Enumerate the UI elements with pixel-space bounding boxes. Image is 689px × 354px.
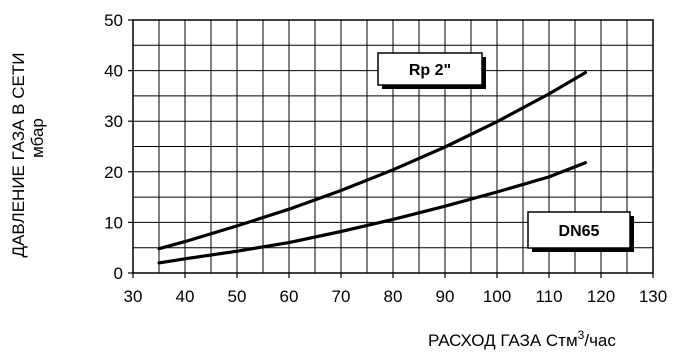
y-tick-label: 10 <box>104 213 123 232</box>
x-tick-label: 80 <box>384 287 403 306</box>
x-tick-label: 30 <box>124 287 143 306</box>
x-tick-label: 130 <box>639 287 667 306</box>
y-tick-label: 40 <box>104 62 123 81</box>
series-lines <box>157 70 588 265</box>
x-axis-title: РАСХОД ГАЗА Стм3/час <box>428 328 616 350</box>
series-label-box-rp2: Rp 2" <box>377 52 486 89</box>
series-line-dn65 <box>157 161 588 265</box>
series-line-rp2 <box>157 70 588 251</box>
x-tick-label: 60 <box>280 287 299 306</box>
x-axis-title-sup: 3 <box>578 328 585 342</box>
x-tick-label: 120 <box>587 287 615 306</box>
x-tick-label: 100 <box>483 287 511 306</box>
x-tick-label: 50 <box>228 287 247 306</box>
x-tick-label: 110 <box>535 287 562 306</box>
x-tick-label: 40 <box>176 287 195 306</box>
label-box-frame <box>377 52 483 86</box>
y-tick-label: 0 <box>114 264 123 283</box>
x-tick-labels: 30 40 50 60 70 80 90 100 110 120 130 <box>124 273 667 306</box>
y-tick-labels: 0 10 20 30 40 50 <box>104 11 133 283</box>
y-axis-title-line2: мбар <box>28 118 47 158</box>
x-tick-label: 70 <box>332 287 351 306</box>
y-tick-label: 20 <box>104 163 123 182</box>
x-tick-label: 90 <box>436 287 455 306</box>
series-label-boxes: Rp 2" DN65 <box>377 52 634 252</box>
series-label-text: DN65 <box>559 223 600 240</box>
label-box-frame <box>527 211 631 249</box>
x-axis-title-suffix: /час <box>584 331 616 350</box>
series-label-text: Rp 2" <box>409 62 451 79</box>
y-tick-label: 30 <box>104 112 123 131</box>
y-axis-title-line1: ДАВЛЕНИЕ ГАЗА В СЕТИ <box>9 53 28 258</box>
y-tick-label: 50 <box>104 11 123 30</box>
series-label-box-dn65: DN65 <box>527 211 634 252</box>
